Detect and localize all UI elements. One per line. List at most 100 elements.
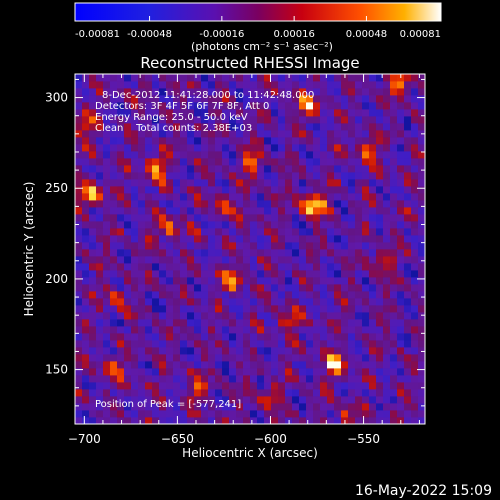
- heatmap-cell: [341, 277, 349, 285]
- heatmap-cell: [180, 214, 188, 222]
- heatmap-cell: [313, 291, 321, 299]
- heatmap-cell: [201, 382, 209, 390]
- heatmap-cell: [327, 102, 335, 110]
- heatmap-cell: [117, 109, 125, 117]
- heatmap-cell: [271, 144, 279, 152]
- heatmap-cell: [411, 207, 419, 215]
- heatmap-cell: [250, 95, 258, 103]
- heatmap-cell: [89, 403, 97, 411]
- heatmap-cell: [334, 361, 342, 369]
- heatmap-cell: [376, 151, 384, 159]
- heatmap-cell: [362, 417, 370, 424]
- heatmap-cell: [404, 410, 412, 418]
- heatmap-cell: [159, 95, 167, 103]
- heatmap-cell: [166, 172, 174, 180]
- heatmap-cell: [334, 95, 342, 103]
- heatmap-cell: [89, 340, 97, 348]
- heatmap-cell: [271, 284, 279, 292]
- heatmap-cell: [362, 333, 370, 341]
- heatmap-cell: [82, 144, 90, 152]
- heatmap-cell: [145, 256, 153, 264]
- heatmap-cell: [334, 221, 342, 229]
- heatmap-cell: [257, 151, 265, 159]
- heatmap-cell: [376, 88, 384, 96]
- heatmap-cell: [369, 256, 377, 264]
- heatmap-cell: [418, 382, 425, 390]
- heatmap-cell: [166, 116, 174, 124]
- heatmap-cell: [229, 270, 237, 278]
- heatmap-cell: [257, 235, 265, 243]
- heatmap-cell: [187, 123, 195, 131]
- heatmap-cell: [82, 256, 90, 264]
- heatmap-cell: [180, 270, 188, 278]
- heatmap-cell: [194, 333, 202, 341]
- heatmap-cell: [166, 417, 174, 424]
- heatmap-cell: [264, 312, 272, 320]
- heatmap-cell: [236, 109, 244, 117]
- heatmap-cell: [215, 249, 223, 257]
- heatmap-cell: [201, 95, 209, 103]
- heatmap-cell: [362, 291, 370, 299]
- heatmap-cell: [208, 186, 216, 194]
- heatmap-cell: [159, 116, 167, 124]
- heatmap-cell: [383, 361, 391, 369]
- heatmap-cell: [418, 88, 425, 96]
- heatmap-cell: [292, 123, 300, 131]
- heatmap-cell: [215, 333, 223, 341]
- heatmap-cell: [348, 270, 356, 278]
- heatmap-cell: [201, 298, 209, 306]
- heatmap-cell: [96, 130, 104, 138]
- heatmap-cell: [390, 263, 398, 271]
- heatmap-cell: [355, 221, 363, 229]
- heatmap-cell: [376, 193, 384, 201]
- heatmap-cell: [145, 123, 153, 131]
- heatmap-cell: [390, 235, 398, 243]
- heatmap-cell: [250, 102, 258, 110]
- heatmap-cell: [278, 382, 286, 390]
- heatmap-cell: [194, 214, 202, 222]
- heatmap-cell: [208, 284, 216, 292]
- heatmap-cell: [131, 228, 139, 236]
- heatmap-cell: [110, 74, 118, 82]
- heatmap-cell: [215, 88, 223, 96]
- heatmap-cell: [397, 375, 405, 383]
- heatmap-cell: [404, 158, 412, 166]
- heatmap-cell: [334, 179, 342, 187]
- heatmap-cell: [348, 277, 356, 285]
- heatmap-cell: [292, 361, 300, 369]
- heatmap-cell: [201, 277, 209, 285]
- heatmap-cell: [124, 207, 132, 215]
- heatmap-cell: [313, 312, 321, 320]
- heatmap-cell: [355, 326, 363, 334]
- heatmap-cell: [173, 270, 181, 278]
- heatmap-cell: [215, 165, 223, 173]
- heatmap-cell: [355, 151, 363, 159]
- heatmap-cell: [348, 389, 356, 397]
- heatmap-cell: [390, 151, 398, 159]
- heatmap-cell: [313, 340, 321, 348]
- heatmap-cell: [96, 151, 104, 159]
- heatmap-cell: [369, 326, 377, 334]
- heatmap-cell: [397, 81, 405, 89]
- heatmap-cell: [229, 340, 237, 348]
- heatmap-cell: [299, 214, 307, 222]
- heatmap-cell: [236, 270, 244, 278]
- heatmap-cell: [292, 347, 300, 355]
- heatmap-cell: [390, 298, 398, 306]
- heatmap-cell: [117, 347, 125, 355]
- heatmap-cell: [138, 319, 146, 327]
- heatmap-cell: [159, 368, 167, 376]
- heatmap-cell: [215, 95, 223, 103]
- heatmap-cell: [131, 109, 139, 117]
- heatmap-cell: [418, 123, 425, 131]
- heatmap-cell: [201, 221, 209, 229]
- heatmap-cell: [306, 403, 314, 411]
- heatmap-cell: [362, 410, 370, 418]
- heatmap-cell: [110, 354, 118, 362]
- heatmap-cell: [159, 277, 167, 285]
- heatmap-cell: [306, 291, 314, 299]
- heatmap-cell: [138, 172, 146, 180]
- heatmap-cell: [201, 109, 209, 117]
- heatmap-cell: [110, 340, 118, 348]
- heatmap-cell: [369, 186, 377, 194]
